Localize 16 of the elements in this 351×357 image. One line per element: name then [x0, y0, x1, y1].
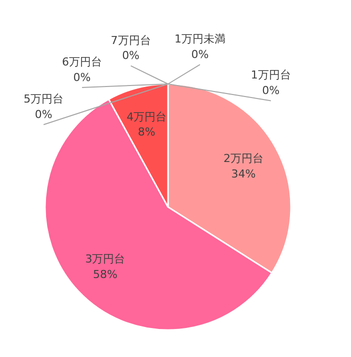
- slice-label: 2万円台: [223, 152, 264, 166]
- category-label: 5万円台: [24, 92, 64, 106]
- text: 0%: [34, 108, 52, 122]
- text: 0%: [73, 70, 91, 84]
- data-label: 8%: [138, 126, 156, 139]
- category-label: 1万円台: [250, 68, 291, 82]
- category-label: 1万円未満: [174, 32, 226, 46]
- text: 0%: [191, 48, 209, 62]
- slice-label: 4万円台: [126, 110, 167, 124]
- text: 0%: [122, 49, 140, 62]
- data-label: 58%: [93, 268, 118, 282]
- category-label: 7万円台: [110, 34, 151, 47]
- data-label: 34%: [231, 168, 256, 181]
- text: 0%: [262, 84, 280, 98]
- category-label: 6万円台: [62, 56, 102, 69]
- slice-label: 3万円台: [85, 252, 126, 266]
